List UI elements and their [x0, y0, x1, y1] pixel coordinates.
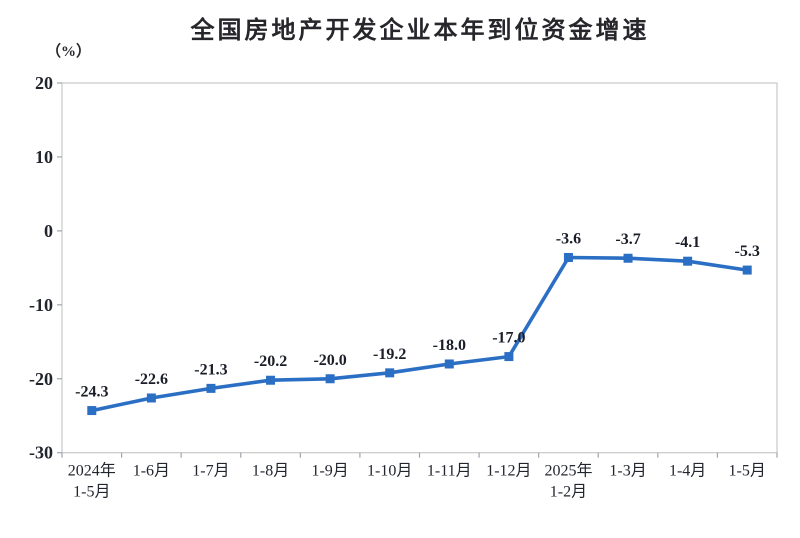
y-axis-tick-label: 0 [44, 221, 53, 241]
data-point-marker [742, 265, 752, 275]
data-point-label: -5.3 [735, 243, 760, 260]
data-point-marker [563, 252, 573, 262]
data-point-marker [444, 359, 454, 369]
x-axis-category-label: 1-6月 [133, 463, 170, 480]
data-point-label: -22.6 [135, 371, 168, 388]
data-point-label: -3.7 [615, 231, 640, 248]
x-axis-category-label: 1-5月 [729, 463, 766, 480]
y-axis-tick-label: 10 [35, 147, 53, 167]
x-axis-category-label: 1-8月 [252, 463, 289, 480]
data-point-label: -21.3 [194, 361, 227, 378]
y-axis-tick-label: -10 [29, 295, 53, 315]
x-axis-category-label: 1-10月 [367, 463, 412, 480]
data-point-marker [87, 406, 97, 416]
x-axis-category-label: 1-11月 [427, 463, 472, 480]
data-point-label: -20.2 [254, 353, 287, 370]
x-axis-category-label: 1-7月 [192, 463, 229, 480]
y-axis-tick-label: -30 [29, 443, 53, 463]
data-point-marker [206, 383, 216, 393]
data-point-marker [266, 375, 276, 385]
data-point-label: -24.3 [75, 384, 108, 401]
chart-title: 全国房地产开发企业本年到位资金增速 [190, 17, 650, 44]
data-point-marker [325, 374, 335, 384]
data-point-label: -18.0 [433, 337, 466, 354]
data-point-marker [504, 352, 514, 362]
data-point-label: -20.0 [313, 352, 346, 369]
x-axis-category-label: 2025年 1-2月 [544, 462, 592, 501]
y-axis-tick-label: -20 [29, 369, 53, 389]
data-point-label: -3.6 [556, 230, 581, 247]
x-axis-category-label: 1-9月 [311, 463, 348, 480]
x-axis-category-label: 1-4月 [669, 463, 706, 480]
x-axis-category-label: 2024年 1-5月 [68, 462, 116, 501]
data-series-line [90, 255, 750, 413]
data-point-marker [623, 253, 633, 263]
x-axis-category-label: 1-3月 [609, 463, 646, 480]
plot-area-border [61, 82, 778, 454]
data-point-marker [146, 393, 156, 403]
x-axis-category-label: 1-12月 [486, 463, 531, 480]
data-point-marker [683, 256, 693, 266]
data-point-label: -17.0 [492, 330, 525, 347]
data-point-label: -19.2 [373, 346, 406, 363]
data-point-label: -4.1 [675, 234, 700, 251]
data-point-marker [385, 368, 395, 378]
y-axis-tick-label: 20 [35, 73, 53, 93]
y-axis-unit-label: （%） [46, 44, 92, 60]
